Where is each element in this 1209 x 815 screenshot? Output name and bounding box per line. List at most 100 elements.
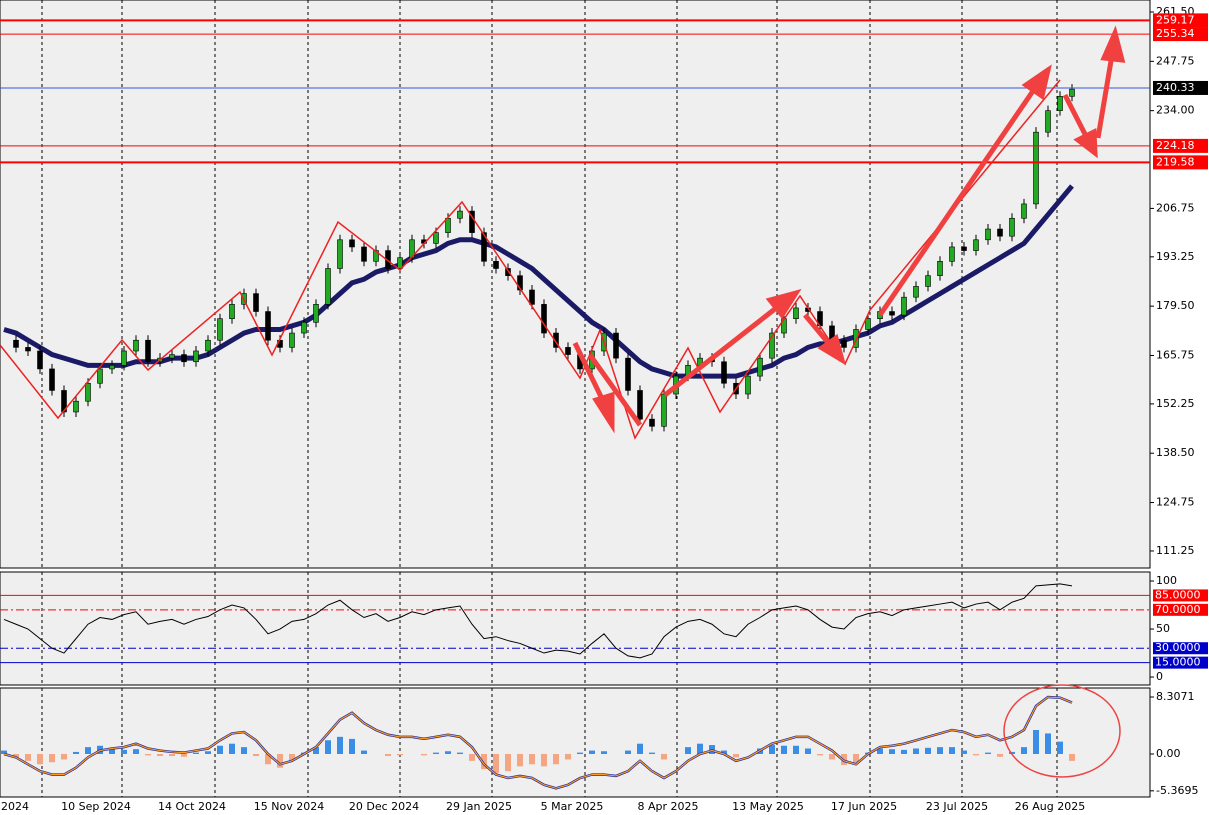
histogram-bar bbox=[913, 748, 919, 754]
arrow-head bbox=[765, 288, 802, 320]
histogram-bar bbox=[289, 753, 295, 761]
candle bbox=[913, 286, 919, 298]
arrow-head bbox=[817, 333, 847, 366]
x-tick-label: 2024 bbox=[1, 800, 29, 813]
histogram-bar bbox=[889, 749, 895, 754]
candle bbox=[361, 246, 367, 262]
price-panel bbox=[0, 0, 1151, 569]
candle bbox=[553, 332, 559, 348]
histogram-bar bbox=[973, 753, 979, 756]
histogram-bar bbox=[781, 745, 787, 754]
histogram-bar bbox=[553, 753, 559, 765]
histogram-bar bbox=[817, 753, 823, 756]
histogram-bar bbox=[925, 747, 931, 754]
histogram-bar bbox=[457, 752, 463, 754]
histogram-bar bbox=[349, 738, 355, 754]
histogram-bar bbox=[133, 749, 139, 754]
histogram-bar bbox=[985, 752, 991, 754]
histogram-bar bbox=[565, 753, 571, 760]
candle bbox=[337, 239, 343, 269]
candle bbox=[133, 339, 139, 352]
histogram-bar bbox=[481, 753, 487, 770]
price-label: 240.33 bbox=[1156, 81, 1195, 94]
candle bbox=[325, 268, 331, 305]
histogram-bar bbox=[805, 748, 811, 754]
candle bbox=[145, 339, 151, 363]
candle bbox=[1045, 110, 1051, 133]
rsi-label-box bbox=[1153, 589, 1208, 602]
histogram-bar bbox=[337, 736, 343, 754]
candle bbox=[637, 390, 643, 420]
price-label-box bbox=[1153, 138, 1208, 153]
histogram-bar bbox=[1069, 753, 1075, 761]
rsi-label-box bbox=[1153, 656, 1208, 669]
candle bbox=[937, 261, 943, 276]
candle bbox=[1033, 131, 1039, 205]
histogram-bar bbox=[37, 753, 43, 765]
price-label: 219.58 bbox=[1156, 155, 1195, 168]
arrow bbox=[587, 353, 643, 427]
histogram-bar bbox=[853, 753, 859, 764]
candle bbox=[13, 339, 19, 348]
histogram-bar bbox=[505, 753, 511, 772]
candle bbox=[541, 304, 547, 334]
y-tick-label: 50 bbox=[1156, 622, 1170, 635]
histogram-bar bbox=[529, 753, 535, 765]
arrow-head bbox=[592, 391, 615, 434]
arrow bbox=[803, 313, 832, 347]
arrow bbox=[1062, 93, 1091, 142]
histogram-bar bbox=[1, 750, 7, 754]
zigzag-annotations bbox=[0, 79, 1061, 440]
histogram-bar bbox=[361, 750, 367, 754]
histogram-bar bbox=[541, 753, 547, 767]
arrow bbox=[1095, 54, 1115, 139]
candle bbox=[121, 350, 127, 366]
histogram-bar bbox=[589, 750, 595, 754]
rsi-label: 85.0000 bbox=[1155, 588, 1201, 601]
candle bbox=[901, 296, 907, 316]
candle bbox=[73, 400, 79, 413]
candle bbox=[349, 239, 355, 248]
histogram-bar bbox=[997, 753, 1003, 757]
arrow-head bbox=[1021, 64, 1052, 101]
histogram-bar bbox=[241, 747, 247, 754]
zigzag bbox=[0, 79, 1061, 440]
candle bbox=[865, 318, 871, 330]
y-tick-label: 100 bbox=[1156, 574, 1177, 587]
candle bbox=[721, 361, 727, 384]
arrow-head bbox=[1100, 25, 1126, 63]
y-tick-label: 111.25 bbox=[1156, 544, 1195, 557]
histogram-bar bbox=[121, 749, 127, 754]
candle bbox=[49, 368, 55, 391]
histogram-bar bbox=[877, 748, 883, 754]
histogram-bar bbox=[145, 753, 151, 756]
rsi-label: 15.0000 bbox=[1155, 656, 1201, 669]
y-tick-label: 179.50 bbox=[1156, 299, 1195, 312]
candle bbox=[289, 332, 295, 348]
arrow-head bbox=[1073, 128, 1098, 159]
histogram-bar bbox=[277, 753, 283, 768]
candle bbox=[1057, 96, 1063, 111]
histogram-bar bbox=[109, 748, 115, 754]
histogram-bar bbox=[517, 753, 523, 767]
x-tick-label: 13 May 2025 bbox=[732, 800, 804, 813]
price-label-box bbox=[1153, 80, 1208, 95]
x-tick-label: 23 Jul 2025 bbox=[926, 800, 988, 813]
candle bbox=[925, 275, 931, 287]
candle bbox=[205, 339, 211, 352]
rsi-label-box bbox=[1153, 642, 1208, 655]
candle bbox=[841, 339, 847, 348]
histogram-bar bbox=[661, 753, 667, 760]
x-tick-label: 10 Sep 2024 bbox=[61, 800, 131, 813]
candle bbox=[181, 354, 187, 363]
y-tick-label: 0.00 bbox=[1156, 747, 1181, 760]
histogram-bar bbox=[601, 751, 607, 754]
rsi-label: 70.0000 bbox=[1155, 603, 1201, 616]
histogram-bar bbox=[433, 752, 439, 754]
histogram-bar bbox=[625, 750, 631, 754]
x-tick-label: 17 Jun 2025 bbox=[831, 800, 897, 813]
histogram-bar bbox=[181, 753, 187, 757]
x-tick-label: 14 Oct 2024 bbox=[158, 800, 226, 813]
